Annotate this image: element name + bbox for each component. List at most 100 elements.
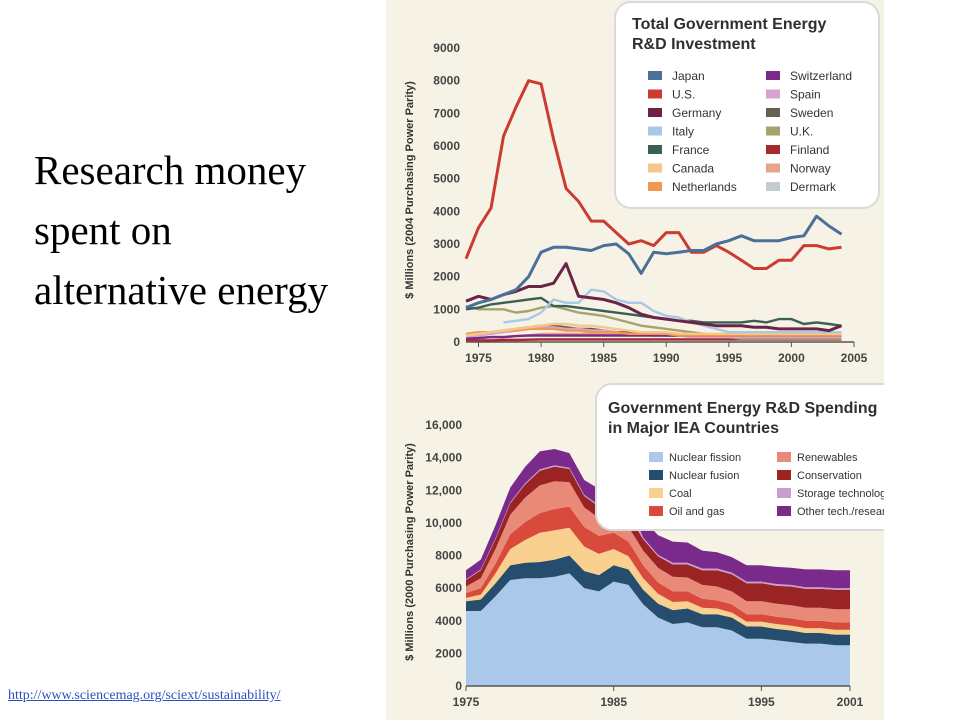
chart-2-area-conservation (466, 466, 850, 610)
chart-2-x-tick-label: 2001 (837, 695, 864, 709)
chart-1-legend-swatch (766, 182, 780, 191)
chart-2-x-tick-label: 1985 (600, 695, 627, 709)
chart-2-legend-swatch (777, 488, 791, 498)
chart-2-y-axis-label: $ Millions (2000 Purchasing Power Parity… (404, 443, 416, 661)
chart-1-x-tick-label: 1975 (465, 351, 492, 365)
chart-1-legend: Total Government Energy R&D Investment Jap… (614, 1, 880, 209)
chart-2-legend-swatch (777, 470, 791, 480)
chart-1-legend-label: Canada (672, 162, 714, 176)
chart-2-y-tick-label: 6000 (435, 581, 462, 595)
chart-1-series-line-germany (465, 262, 843, 333)
chart-2-x-tick-label: 1995 (748, 695, 775, 709)
chart-1-legend-label: Germany (672, 106, 721, 120)
chart-2-area-coal (466, 527, 850, 635)
chart-1-y-tick-label: 5000 (433, 172, 460, 186)
chart-1-legend-label: Switzerland (790, 69, 852, 83)
chart-1-legend-label: Norway (790, 162, 831, 176)
chart-1-x-tick-label: 1995 (715, 351, 742, 365)
chart-1-legend-swatch (648, 89, 662, 99)
chart-2-legend-label: Coal (669, 488, 692, 500)
chart-2: 0 2000 4000 6000 8000 10,000 12,000 14,000 16,00… (404, 383, 941, 709)
chart-1-y-tick-label: 0 (453, 335, 460, 349)
chart-2-legend-label: Renewables (797, 452, 858, 464)
chart-1-series-line-italy (503, 288, 842, 334)
chart-2-area-nuclear-fission (466, 573, 850, 686)
chart-2-legend-swatch (777, 506, 791, 516)
chart-1-legend-swatch (766, 89, 780, 99)
chart-1-legend-label: Dermark (790, 180, 837, 194)
chart-2-title: Government Energy R&D Spending in Major I… (608, 400, 877, 437)
chart-1-x-tick-label: 1980 (528, 351, 555, 365)
chart-1-legend-label: France (672, 143, 710, 157)
chart-2-legend-swatch (777, 452, 791, 462)
chart-1-legend-label: Italy (672, 125, 694, 139)
chart-2-y-tick-label: 12,000 (425, 483, 462, 497)
chart-figure: 0 1000 2000 3000 4000 5000 6000 7000 8000 9000 197… (386, 0, 941, 720)
chart-2-y-tick-label: 14,000 (425, 451, 462, 465)
chart-1-legend-swatch (648, 163, 662, 173)
chart-1-series-line-canada (465, 322, 842, 337)
chart-1-legend-label: U.K. (790, 125, 813, 139)
chart-2-legend-label: Oil and gas (669, 506, 725, 518)
chart-2-y-tick-label: 4000 (435, 614, 462, 628)
slide-title-line-2: spent on (34, 207, 172, 253)
chart-1-x-tick-label: 2005 (841, 351, 868, 365)
chart-1-y-tick-label: 8000 (433, 74, 460, 88)
chart-2-legend-label: Nuclear fission (669, 452, 741, 464)
source-link[interactable]: http://www.sciencemag.org/sciext/sustain… (8, 688, 281, 703)
chart-1-legend-label: Sweden (790, 106, 833, 120)
chart-1-legend-swatch (766, 108, 780, 117)
chart-1-y-tick-label: 3000 (433, 237, 460, 251)
chart-1-legend-swatch (766, 163, 780, 173)
chart-1-y-tick-label: 1000 (433, 302, 460, 316)
chart-1-legend-swatch (766, 126, 780, 136)
chart-2-legend-swatch (649, 506, 663, 516)
chart-1-legend-label: Japan (672, 69, 705, 83)
chart-2-y-tick-label: 8000 (435, 549, 462, 563)
chart-1-x-tick-label: 2000 (778, 351, 805, 365)
chart-2-area-renewables (466, 481, 850, 623)
charts-svg: 0 1000 2000 3000 4000 5000 6000 7000 8000 9000 197… (404, 1, 941, 709)
chart-2-legend-label: Storage technology (797, 488, 884, 500)
chart-1-legend-label: Spain (790, 88, 821, 102)
slide-title-line-1: Research money (34, 147, 307, 193)
chart-1-legend-label: Finland (790, 143, 829, 157)
chart-1-legend-swatch (766, 71, 780, 80)
chart-1-legend-swatch (648, 126, 662, 136)
chart-2-y-tick-label: 2000 (435, 646, 462, 660)
chart-2-legend-label: Other tech./research (797, 506, 884, 518)
chart-1-legend-swatch (648, 145, 662, 154)
chart-2-y-tick-label: 16,000 (425, 418, 462, 432)
chart-1-series-line-japan (465, 214, 843, 310)
chart-1-legend-swatch (648, 108, 662, 117)
chart-1-y-tick-label: 4000 (433, 204, 460, 218)
chart-1-y-tick-label: 7000 (433, 106, 460, 120)
chart-1-y-tick-label: 9000 (433, 41, 460, 55)
chart-1-legend-box (614, 1, 880, 209)
chart-2-y-tick-label: 0 (455, 679, 462, 693)
chart-2-y-tick-label: 10,000 (425, 516, 462, 530)
chart-1-series-line-u-k- (465, 304, 842, 340)
chart-2-legend-label: Conservation (797, 470, 862, 482)
chart-1-series-line-netherlands (465, 327, 842, 337)
chart-2-legend-swatch (649, 470, 663, 480)
chart-1-x-tick-label: 1985 (590, 351, 617, 365)
chart-2-legend-label: Nuclear fusion (669, 470, 739, 482)
chart-1: 0 1000 2000 3000 4000 5000 6000 7000 8000 9000 197… (404, 1, 880, 365)
chart-1-legend-label: U.S. (672, 88, 695, 102)
chart-1-title: Total Government Energy R&D Investment (632, 16, 827, 53)
chart-1-y-tick-label: 2000 (433, 270, 460, 284)
chart-2-legend-swatch (649, 452, 663, 462)
slide-title-line-3: alternative energy (34, 267, 329, 313)
chart-1-series-line-u-s- (464, 79, 842, 270)
chart-1-legend-label: Netherlands (672, 180, 737, 194)
chart-2-legend: Government Energy R&D Spending in Major I… (595, 383, 941, 531)
chart-2-legend-swatch (649, 488, 663, 498)
slide-title: Research money spent on alternative ener… (34, 140, 384, 320)
chart-1-legend-swatch (648, 182, 662, 191)
chart-1-legend-swatch (766, 145, 780, 154)
chart-2-area-nuclear-fusion (466, 555, 850, 646)
chart-2-area-other-tech-research (466, 449, 850, 589)
chart-1-y-tick-label: 6000 (433, 139, 460, 153)
chart-2-x-tick-label: 1975 (453, 695, 480, 709)
